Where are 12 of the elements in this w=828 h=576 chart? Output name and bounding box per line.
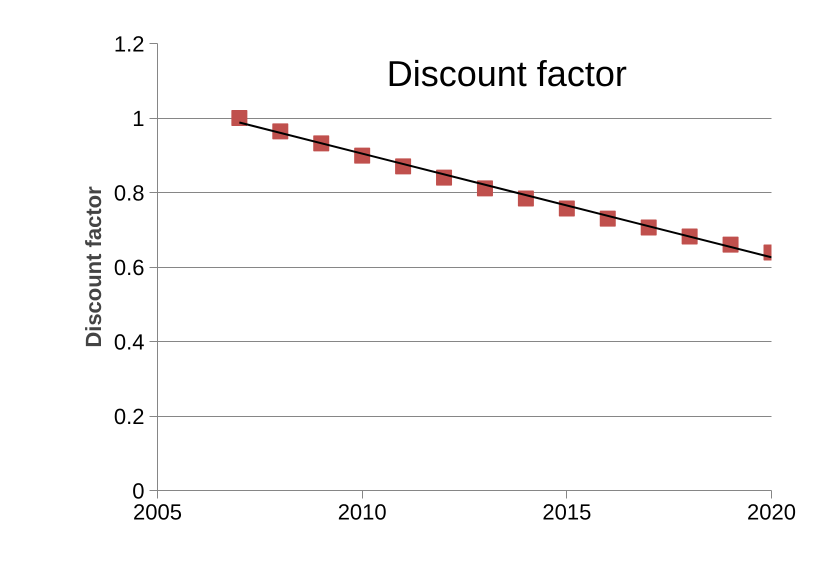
y-tick-label: 1.2 [114, 32, 145, 56]
chart-title: Discount factor [386, 52, 627, 94]
y-axis-title: Discount factor [80, 186, 106, 348]
y-tick-label: 1 [132, 106, 145, 131]
y-tick-label: 0.2 [114, 404, 145, 429]
y-tick-label: 0.8 [114, 180, 145, 206]
point [231, 110, 248, 126]
y-tick-label: 0.4 [114, 330, 145, 354]
x-tick-label: 2015 [542, 500, 592, 524]
x-tick-label: 2010 [338, 500, 387, 524]
x-tick-label: 2020 [747, 500, 796, 524]
y-tick-label: 0.6 [114, 255, 145, 280]
